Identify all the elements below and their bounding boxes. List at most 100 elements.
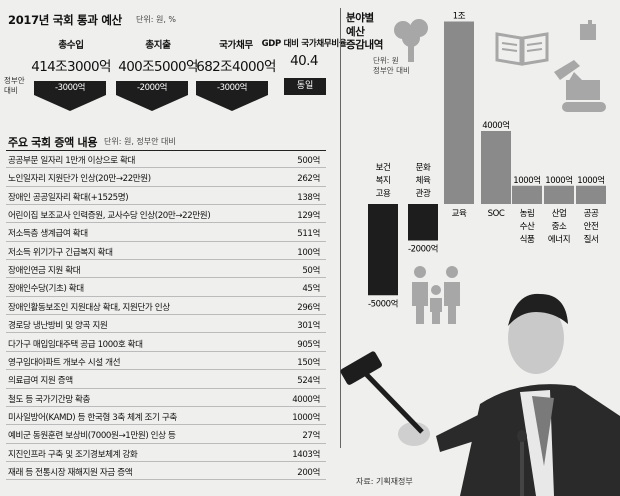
row-item: 저소득 위기가구 긴급복지 확대 <box>8 247 113 258</box>
row-amount: 524억 <box>297 376 320 387</box>
speaker-photo <box>398 293 620 496</box>
total-revenue-value: 414조3000억 <box>31 59 111 75</box>
row-item: 공공부문 일자리 1만개 이상으로 확대 <box>8 156 135 166</box>
row-amount: 301억 <box>297 321 320 332</box>
row-item: 장애인연금 지원 확대 <box>8 266 81 277</box>
table-row: 지진인프라 구축 및 조기경보체계 강화 1403억 <box>6 444 326 462</box>
bar-4 <box>512 185 542 204</box>
row-item: 지진인프라 구축 및 조기경보체계 강화 <box>8 449 138 460</box>
category-label: 질서 <box>584 234 599 245</box>
category-label: 중소 <box>552 222 567 232</box>
category-label: 공공 <box>584 209 599 219</box>
source-note: 자료: 기획재정부 <box>356 477 413 486</box>
row-item: 장애인수당(기초) 확대 <box>8 284 84 295</box>
national-debt: 국가채무 682조4000억 <box>176 37 296 75</box>
table-row: 의료급여 지원 증액 524억 <box>6 370 326 389</box>
row-item: 노인일자리 지원단가 인상(20만→22만원) <box>8 174 151 185</box>
table-row: 장애인 공공일자리 확대(+1525명) 138억 <box>6 187 326 206</box>
summary-unit: 단위: 원, % <box>136 15 177 24</box>
total-expenditure-label: 총지출 <box>145 40 171 51</box>
hand-shape <box>398 422 430 446</box>
chart-title-line2: 예산 <box>346 25 365 38</box>
row-amount: 129억 <box>297 211 320 222</box>
row-item: 경로당 냉난방비 및 양곡 지원 <box>8 321 108 332</box>
row-amount: 100억 <box>297 247 320 258</box>
row-item: 예비군 동원훈련 보상비(7000원→1만원) 인상 등 <box>8 431 176 442</box>
row-item: 장애인 공공일자리 확대(+1525명) <box>8 192 129 203</box>
category-label: 농림 <box>520 208 535 219</box>
bar-value-label: -5000억 <box>368 298 398 309</box>
category-label: 문화 <box>416 163 431 173</box>
table-row: 재래 등 전통시장 재해지원 자금 증액 200억 <box>6 462 326 481</box>
category-label: 체육 <box>416 175 431 186</box>
row-amount: 4000억 <box>292 394 320 405</box>
bar-value-label: -2000억 <box>408 244 438 255</box>
category-label: 관광 <box>416 188 431 199</box>
row-item: 영구임대아파트 개보수 시설 개선 <box>8 357 121 368</box>
bar-value-label: 4000억 <box>482 120 509 131</box>
family-icon <box>412 266 460 324</box>
row-item: 의료급여 지원 증액 <box>8 376 73 387</box>
gov-note: 정부안 대비 <box>4 76 25 96</box>
bar-value-label: 1000억 <box>513 175 540 186</box>
category-label: SOC <box>488 209 505 219</box>
category-label: 안전 <box>584 221 599 232</box>
revenue-change: -3000억 <box>34 81 106 95</box>
excavator-icon <box>554 20 606 112</box>
row-amount: 905억 <box>297 339 320 350</box>
total-revenue-label: 총수입 <box>58 40 84 51</box>
row-amount: 1403억 <box>292 449 320 460</box>
category-label: 보건 <box>376 162 391 173</box>
tie-shape <box>532 396 554 466</box>
table-row: 다가구 매입임대주택 공급 1000호 확대 905억 <box>6 334 326 352</box>
table-row: 장애인연금 지원 확대 50억 <box>6 260 326 279</box>
row-amount: 262억 <box>297 174 320 185</box>
table-row: 영구임대아파트 개보수 시설 개선 150억 <box>6 352 326 371</box>
head-shape <box>508 302 564 374</box>
chart-title-line1: 분야별 <box>346 12 374 24</box>
chart-title: 분야별 예산 증감내역 <box>346 12 383 53</box>
arm-shape <box>436 410 490 452</box>
expenditure-change: -2000억 <box>116 81 188 95</box>
gov-note-line1: 정부안 <box>4 76 25 85</box>
category-label: 복지 <box>376 176 391 186</box>
table-row: 어린이집 보조교사 인력증원, 교사수당 인상(20만→22만원) 129억 <box>6 205 326 224</box>
table-row: 예비군 동원훈련 보상비(7000원→1만원) 인상 등 27억 <box>6 425 326 444</box>
table-row: 장애인수당(기초) 확대 45억 <box>6 278 326 297</box>
table-row: 미사일방어(KAMD) 등 한국형 3축 체계 조기 구축 1000억 <box>6 407 326 426</box>
bar-value-label: 1000억 <box>545 175 572 186</box>
debt-ratio-change-badge: 동일 <box>284 78 326 95</box>
chart-title-line3: 증감내역 <box>346 39 384 51</box>
debt-ratio: GDP 대비 국가채무비율 40.4 <box>246 37 362 69</box>
total-expenditure: 총지출 400조5000억 <box>98 37 218 75</box>
tree-icon <box>394 19 428 62</box>
gov-note-line2: 대비 <box>4 86 18 95</box>
category-label: 고용 <box>376 189 391 199</box>
row-amount: 1000억 <box>292 412 320 423</box>
table-top-rule <box>6 150 326 151</box>
bar-6 <box>576 185 606 204</box>
table-row: 저소득 위기가구 긴급복지 확대 100억 <box>6 242 326 261</box>
bar-0 <box>368 204 398 296</box>
category-label: 에너지 <box>548 234 570 245</box>
row-item: 미사일방어(KAMD) 등 한국형 3축 체계 조기 구축 <box>8 412 177 423</box>
row-amount: 511억 <box>297 229 320 240</box>
row-item: 어린이집 보조교사 인력증원, 교사수당 인상(20만→22만원) <box>8 211 211 222</box>
table-row: 장애인활동보조인 지원대상 확대, 지원단가 인상 296억 <box>6 297 326 316</box>
bar-5 <box>544 185 574 204</box>
table-title: 주요 국회 증액 내용 <box>8 136 98 149</box>
book-icon <box>495 32 549 66</box>
bar-3 <box>481 131 511 204</box>
chart-unit: 단위: 원 정부안 대비 <box>373 56 410 76</box>
total-expenditure-value: 400조5000억 <box>118 59 198 75</box>
chart-unit-line2: 정부안 대비 <box>373 66 410 75</box>
national-debt-label: 국가채무 <box>219 40 253 51</box>
table-row: 공공부문 일자리 1만개 이상으로 확대 500억 <box>6 150 326 169</box>
chart-unit-line1: 단위: 원 <box>373 56 399 65</box>
row-item: 철도 등 국가기간망 확충 <box>8 394 91 405</box>
table-row: 노인일자리 지원단가 인상(20만→22만원) 262억 <box>6 168 326 187</box>
category-label: 교육 <box>452 209 467 219</box>
microphone-shape <box>520 438 524 496</box>
table-row: 저소득층 생계급여 확대 511억 <box>6 223 326 242</box>
